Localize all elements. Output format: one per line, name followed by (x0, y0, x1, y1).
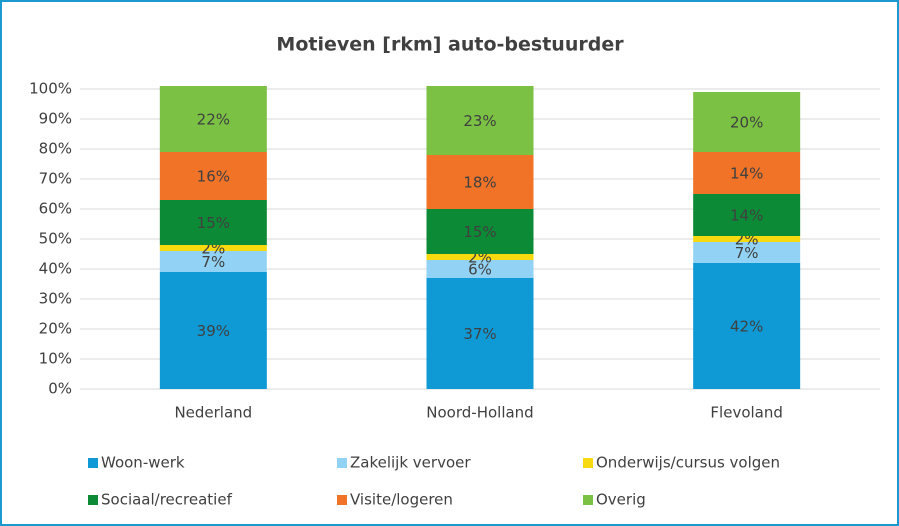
data-label: 7% (735, 244, 759, 262)
bar-segment (426, 86, 534, 155)
bar-segment (159, 200, 267, 245)
bar-segment (426, 155, 534, 209)
data-label: 15% (197, 214, 230, 232)
data-label: 7% (201, 253, 225, 271)
x-tick-label: Noord-Holland (426, 404, 533, 422)
bar-segment (159, 152, 267, 200)
data-label: 37% (463, 325, 496, 343)
legend-label: Visite/logeren (350, 491, 453, 509)
legend-label: Overig (596, 491, 646, 509)
y-tick-label: 90% (39, 110, 72, 128)
legend-swatch (88, 495, 98, 505)
bar-segment (426, 260, 534, 278)
data-label: 14% (730, 165, 763, 183)
bar-segment (693, 152, 801, 194)
data-label: 23% (463, 112, 496, 130)
bar-segment (426, 278, 534, 389)
y-tick-label: 20% (39, 320, 72, 338)
data-label: 6% (468, 261, 492, 279)
legend-label: Woon-werk (101, 454, 185, 472)
bar-segment (693, 236, 801, 242)
y-tick-label: 30% (39, 290, 72, 308)
legend-label: Zakelijk vervoer (350, 454, 471, 472)
y-tick-label: 60% (39, 200, 72, 218)
y-tick-label: 80% (39, 140, 72, 158)
legend-label: Onderwijs/cursus volgen (596, 454, 780, 472)
data-label: 42% (730, 318, 763, 336)
x-tick-label: Nederland (174, 404, 252, 422)
x-tick-label: Flevoland (710, 404, 782, 422)
bar-segment (693, 194, 801, 236)
bar-segment (159, 86, 267, 152)
chart-title: Motieven [rkm] auto-bestuurder (276, 34, 624, 56)
bar-segment (426, 254, 534, 260)
data-label: 14% (730, 207, 763, 225)
data-label: 20% (730, 114, 763, 132)
data-label: 22% (197, 111, 230, 129)
legend-swatch (88, 458, 98, 468)
data-label: 15% (463, 223, 496, 241)
data-label: 16% (197, 168, 230, 186)
bar-segment (159, 245, 267, 251)
bar-segment (426, 209, 534, 254)
bar-segment (693, 242, 801, 263)
y-tick-label: 70% (39, 170, 72, 188)
data-label: 39% (197, 322, 230, 340)
legend-swatch (583, 458, 593, 468)
bar-segment (159, 272, 267, 389)
bar-segment (693, 92, 801, 152)
legend-label: Sociaal/recreatief (101, 491, 233, 509)
y-tick-label: 10% (39, 350, 72, 368)
legend-swatch (337, 458, 347, 468)
legend-swatch (583, 495, 593, 505)
data-label: 18% (463, 174, 496, 192)
y-tick-label: 40% (39, 260, 72, 278)
bar-segment (693, 263, 801, 389)
y-tick-label: 0% (48, 380, 72, 398)
bar-segment (159, 251, 267, 272)
y-tick-label: 100% (29, 80, 72, 98)
legend-swatch (337, 495, 347, 505)
y-tick-label: 50% (39, 230, 72, 248)
